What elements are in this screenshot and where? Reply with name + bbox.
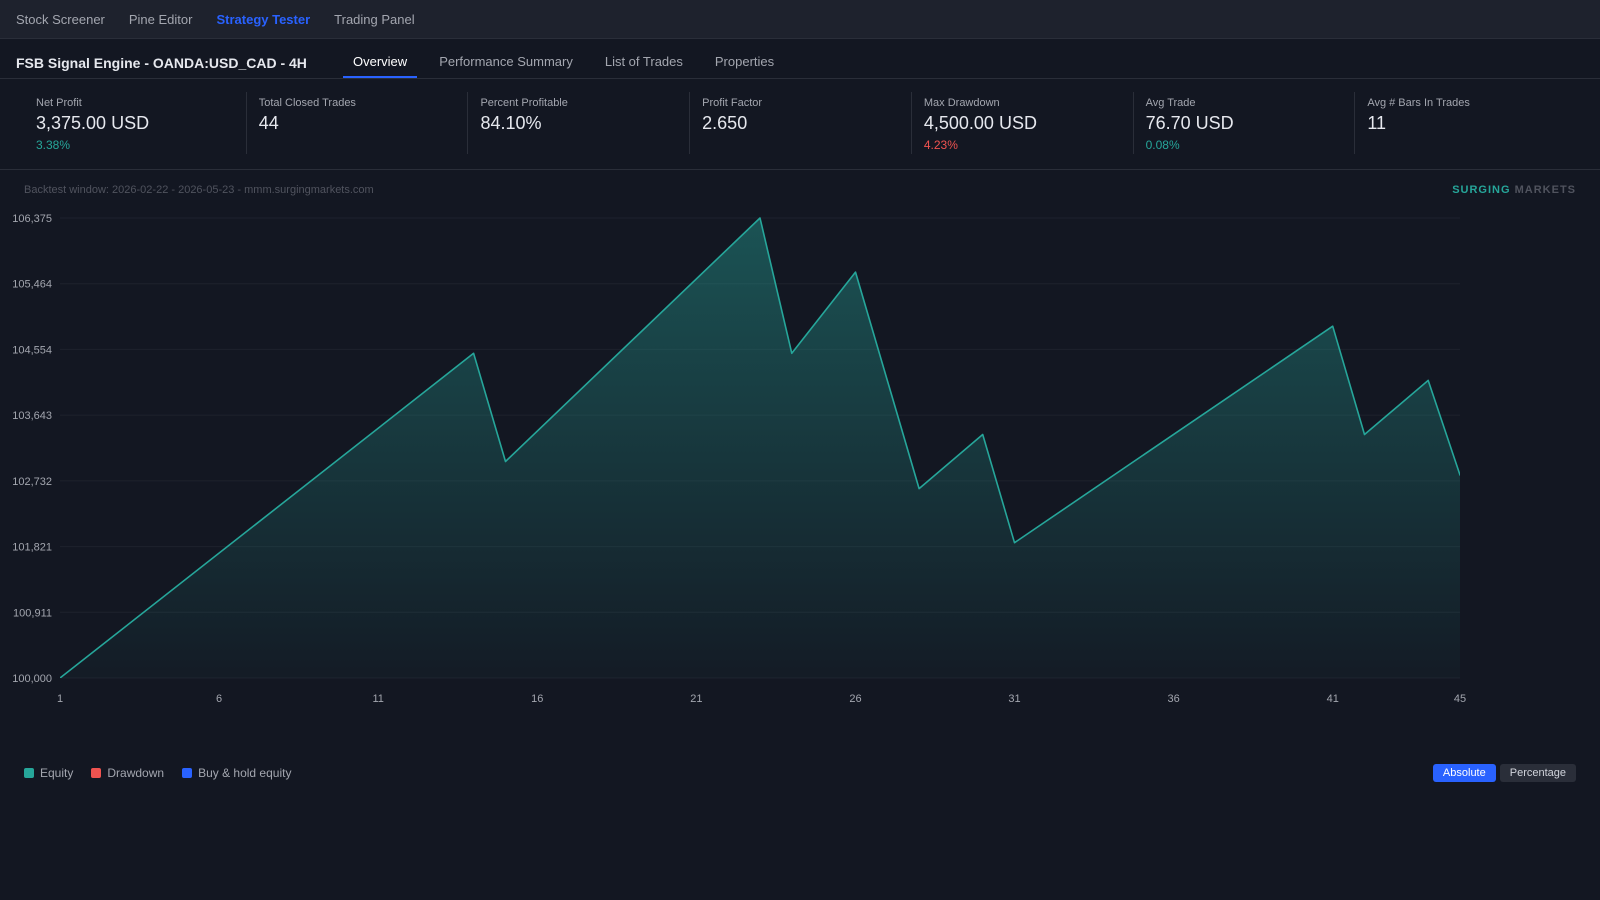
legend-item-equity[interactable]: Equity: [24, 766, 73, 780]
metric-value: 4,500.00 USD: [923, 113, 1037, 133]
y-tick-label: 105,464: [12, 279, 52, 291]
metric-value: 2.650: [702, 113, 748, 133]
top-nav-bar: Stock Screener Pine Editor Strategy Test…: [0, 0, 1600, 39]
metric-percent-profitable: Percent Profitable 84.10%: [467, 92, 689, 154]
metric-avg-trade: Avg Trade 76.70 USD 0.08%: [1132, 92, 1355, 154]
tab-performance-summary[interactable]: Performance Summary: [439, 54, 573, 69]
brand-part-2: MARKETS: [1514, 184, 1576, 196]
metric-sub-value: 0.08%: [1145, 138, 1180, 152]
metric-label: Percent Profitable: [480, 97, 568, 109]
brand-logo: SURGING MARKETS: [1452, 184, 1576, 196]
metric-profit-factor: Profit Factor 2.650: [689, 92, 911, 154]
nav-item-trading-panel[interactable]: Trading Panel: [334, 11, 415, 27]
y-tick-label: 103,643: [12, 410, 52, 422]
legend-label: Buy & hold equity: [198, 766, 292, 780]
tester-tabs: Overview Performance Summary List of Tra…: [343, 40, 796, 79]
x-tick-label: 6: [216, 693, 222, 705]
metric-value: 3,375.00 USD: [36, 113, 150, 133]
metrics-row: Net Profit 3,375.00 USD 3.38% Total Clos…: [24, 92, 1576, 154]
backtest-window-caption: Backtest window: 2026-02-22 - 2026-05-23…: [24, 184, 374, 196]
legend-item-buy-hold[interactable]: Buy & hold equity: [182, 766, 291, 780]
metric-label: Avg Trade: [1145, 97, 1196, 109]
y-tick-label: 104,554: [12, 344, 52, 356]
metric-label: Total Closed Trades: [258, 97, 356, 109]
metric-net-profit: Net Profit 3,375.00 USD 3.38%: [24, 92, 246, 154]
metric-value: 76.70 USD: [1145, 113, 1234, 133]
x-tick-label: 11: [372, 693, 383, 705]
equity-line: [60, 217, 1460, 678]
metric-total-closed-trades: Total Closed Trades 44: [245, 92, 468, 154]
legend-item-drawdown[interactable]: Drawdown: [91, 766, 164, 780]
metric-label: Max Drawdown: [923, 97, 1000, 109]
metric-avg-bars-in-trades: Avg # Bars In Trades 11: [1354, 92, 1576, 154]
x-tick-label: 21: [690, 693, 702, 705]
metric-sub-value: 3.38%: [36, 138, 71, 152]
metric-label: Avg # Bars In Trades: [1367, 97, 1470, 109]
x-tick-label: 26: [849, 693, 861, 705]
y-axis: 100,000 100,911 101,821 102,732 103,643 104,5…: [12, 213, 52, 685]
brand-part-1: SURGING: [1452, 184, 1511, 196]
equity-area: [60, 218, 1460, 678]
y-tick-label: 100,000: [12, 673, 52, 685]
x-tick-label: 41: [1327, 693, 1339, 705]
metric-value: 44: [258, 113, 279, 133]
y-tick-label: 101,821: [12, 542, 52, 554]
legend-swatch-equity: [24, 768, 34, 778]
metric-value: 11: [1367, 113, 1386, 133]
strategy-title: FSB Signal Engine - OANDA:USD_CAD - 4H: [16, 55, 307, 71]
y-tick-label: 106,375: [12, 213, 52, 225]
metric-label: Profit Factor: [702, 97, 763, 109]
x-tick-label: 1: [57, 693, 63, 705]
x-tick-label: 16: [531, 693, 543, 705]
nav-item-pine-editor[interactable]: Pine Editor: [128, 11, 193, 27]
legend-label: Drawdown: [107, 766, 165, 780]
tab-list-of-trades[interactable]: List of Trades: [604, 54, 683, 69]
percentage-button[interactable]: Percentage: [1499, 764, 1576, 782]
equity-chart[interactable]: 100,000 100,911 101,821 102,732 103,643 104,5…: [0, 200, 1600, 720]
nav-item-stock-screener[interactable]: Stock Screener: [16, 11, 105, 27]
chart-series: [60, 217, 1460, 678]
strategy-header: FSB Signal Engine - OANDA:USD_CAD - 4H O…: [0, 40, 1600, 79]
scale-toggle: Absolute Percentage: [1429, 764, 1576, 782]
x-tick-label: 36: [1168, 693, 1180, 705]
x-axis: 1 6 11 16 21 26 31 36 41 45: [57, 693, 1466, 705]
metric-label: Net Profit: [36, 97, 82, 109]
chart-legend: Equity Drawdown Buy & hold equity: [24, 766, 309, 780]
x-tick-label: 31: [1008, 693, 1020, 705]
legend-swatch-drawdown: [91, 768, 102, 778]
legend-label: Equity: [40, 766, 74, 780]
tab-properties[interactable]: Properties: [714, 54, 775, 69]
tab-overview[interactable]: Overview: [343, 40, 418, 78]
y-tick-label: 100,911: [13, 607, 52, 619]
section-divider: [0, 169, 1600, 170]
x-tick-label: 45: [1454, 693, 1466, 705]
y-tick-label: 102,732: [12, 476, 52, 488]
absolute-button[interactable]: Absolute: [1432, 764, 1496, 782]
legend-swatch-buy-hold: [182, 768, 193, 778]
nav-item-strategy-tester[interactable]: Strategy Tester: [216, 11, 311, 27]
metric-max-drawdown: Max Drawdown 4,500.00 USD 4.23%: [910, 92, 1133, 154]
metric-value: 84.10%: [480, 113, 542, 133]
metric-sub-value: 4.23%: [923, 138, 958, 152]
